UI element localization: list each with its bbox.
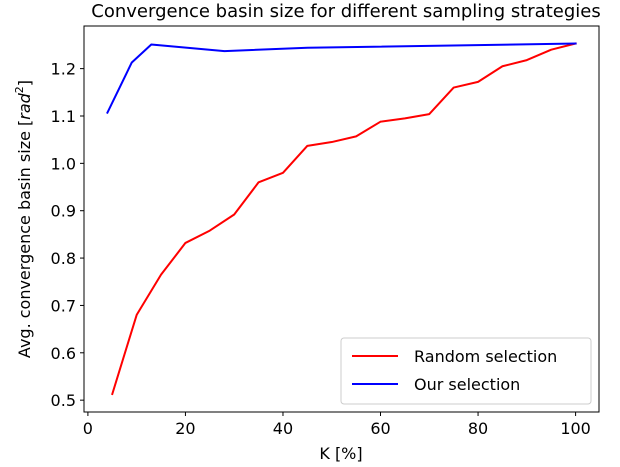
y-tick-label: 1.0	[51, 154, 76, 173]
y-tick-label: 1.2	[51, 60, 76, 79]
y-tick-label: 0.8	[51, 249, 76, 268]
x-tick-label: 100	[560, 419, 591, 438]
legend-label-random-selection: Random selection	[414, 347, 557, 366]
y-axis-label-exponent: 2	[13, 86, 26, 93]
y-tick-label: 0.6	[51, 344, 76, 363]
y-axis: 0.5 0.6 0.7 0.8 0.9 1.0 1.1 1.2	[51, 60, 84, 410]
plot-area	[106, 42, 577, 396]
chart-title: Convergence basin size for different sam…	[91, 1, 600, 22]
x-tick-label: 40	[273, 419, 293, 438]
x-axis-label: K [%]	[319, 444, 362, 463]
legend: Random selection Our selection	[340, 337, 592, 405]
series-line-our-selection	[106, 42, 577, 115]
x-tick-label: 80	[468, 419, 488, 438]
series-line-random-selection	[111, 42, 577, 396]
plot-frame	[83, 25, 600, 413]
y-axis-label-suffix: ]	[15, 80, 34, 86]
x-tick-label: 20	[175, 419, 195, 438]
y-axis-label: Avg. convergence basin size [rad2]	[13, 80, 34, 358]
y-tick-label: 1.1	[51, 107, 76, 126]
y-axis-label-prefix: Avg. convergence basin size [	[15, 120, 34, 358]
x-tick-label: 0	[83, 419, 93, 438]
legend-box	[340, 337, 592, 405]
x-tick-label: 60	[370, 419, 390, 438]
y-tick-label: 0.7	[51, 296, 76, 315]
y-tick-label: 0.9	[51, 202, 76, 221]
y-tick-label: 0.5	[51, 391, 76, 410]
x-axis: 0 20 40 60 80 100	[83, 412, 591, 438]
legend-label-our-selection: Our selection	[414, 375, 520, 394]
y-axis-label-unit: rad	[15, 92, 34, 119]
